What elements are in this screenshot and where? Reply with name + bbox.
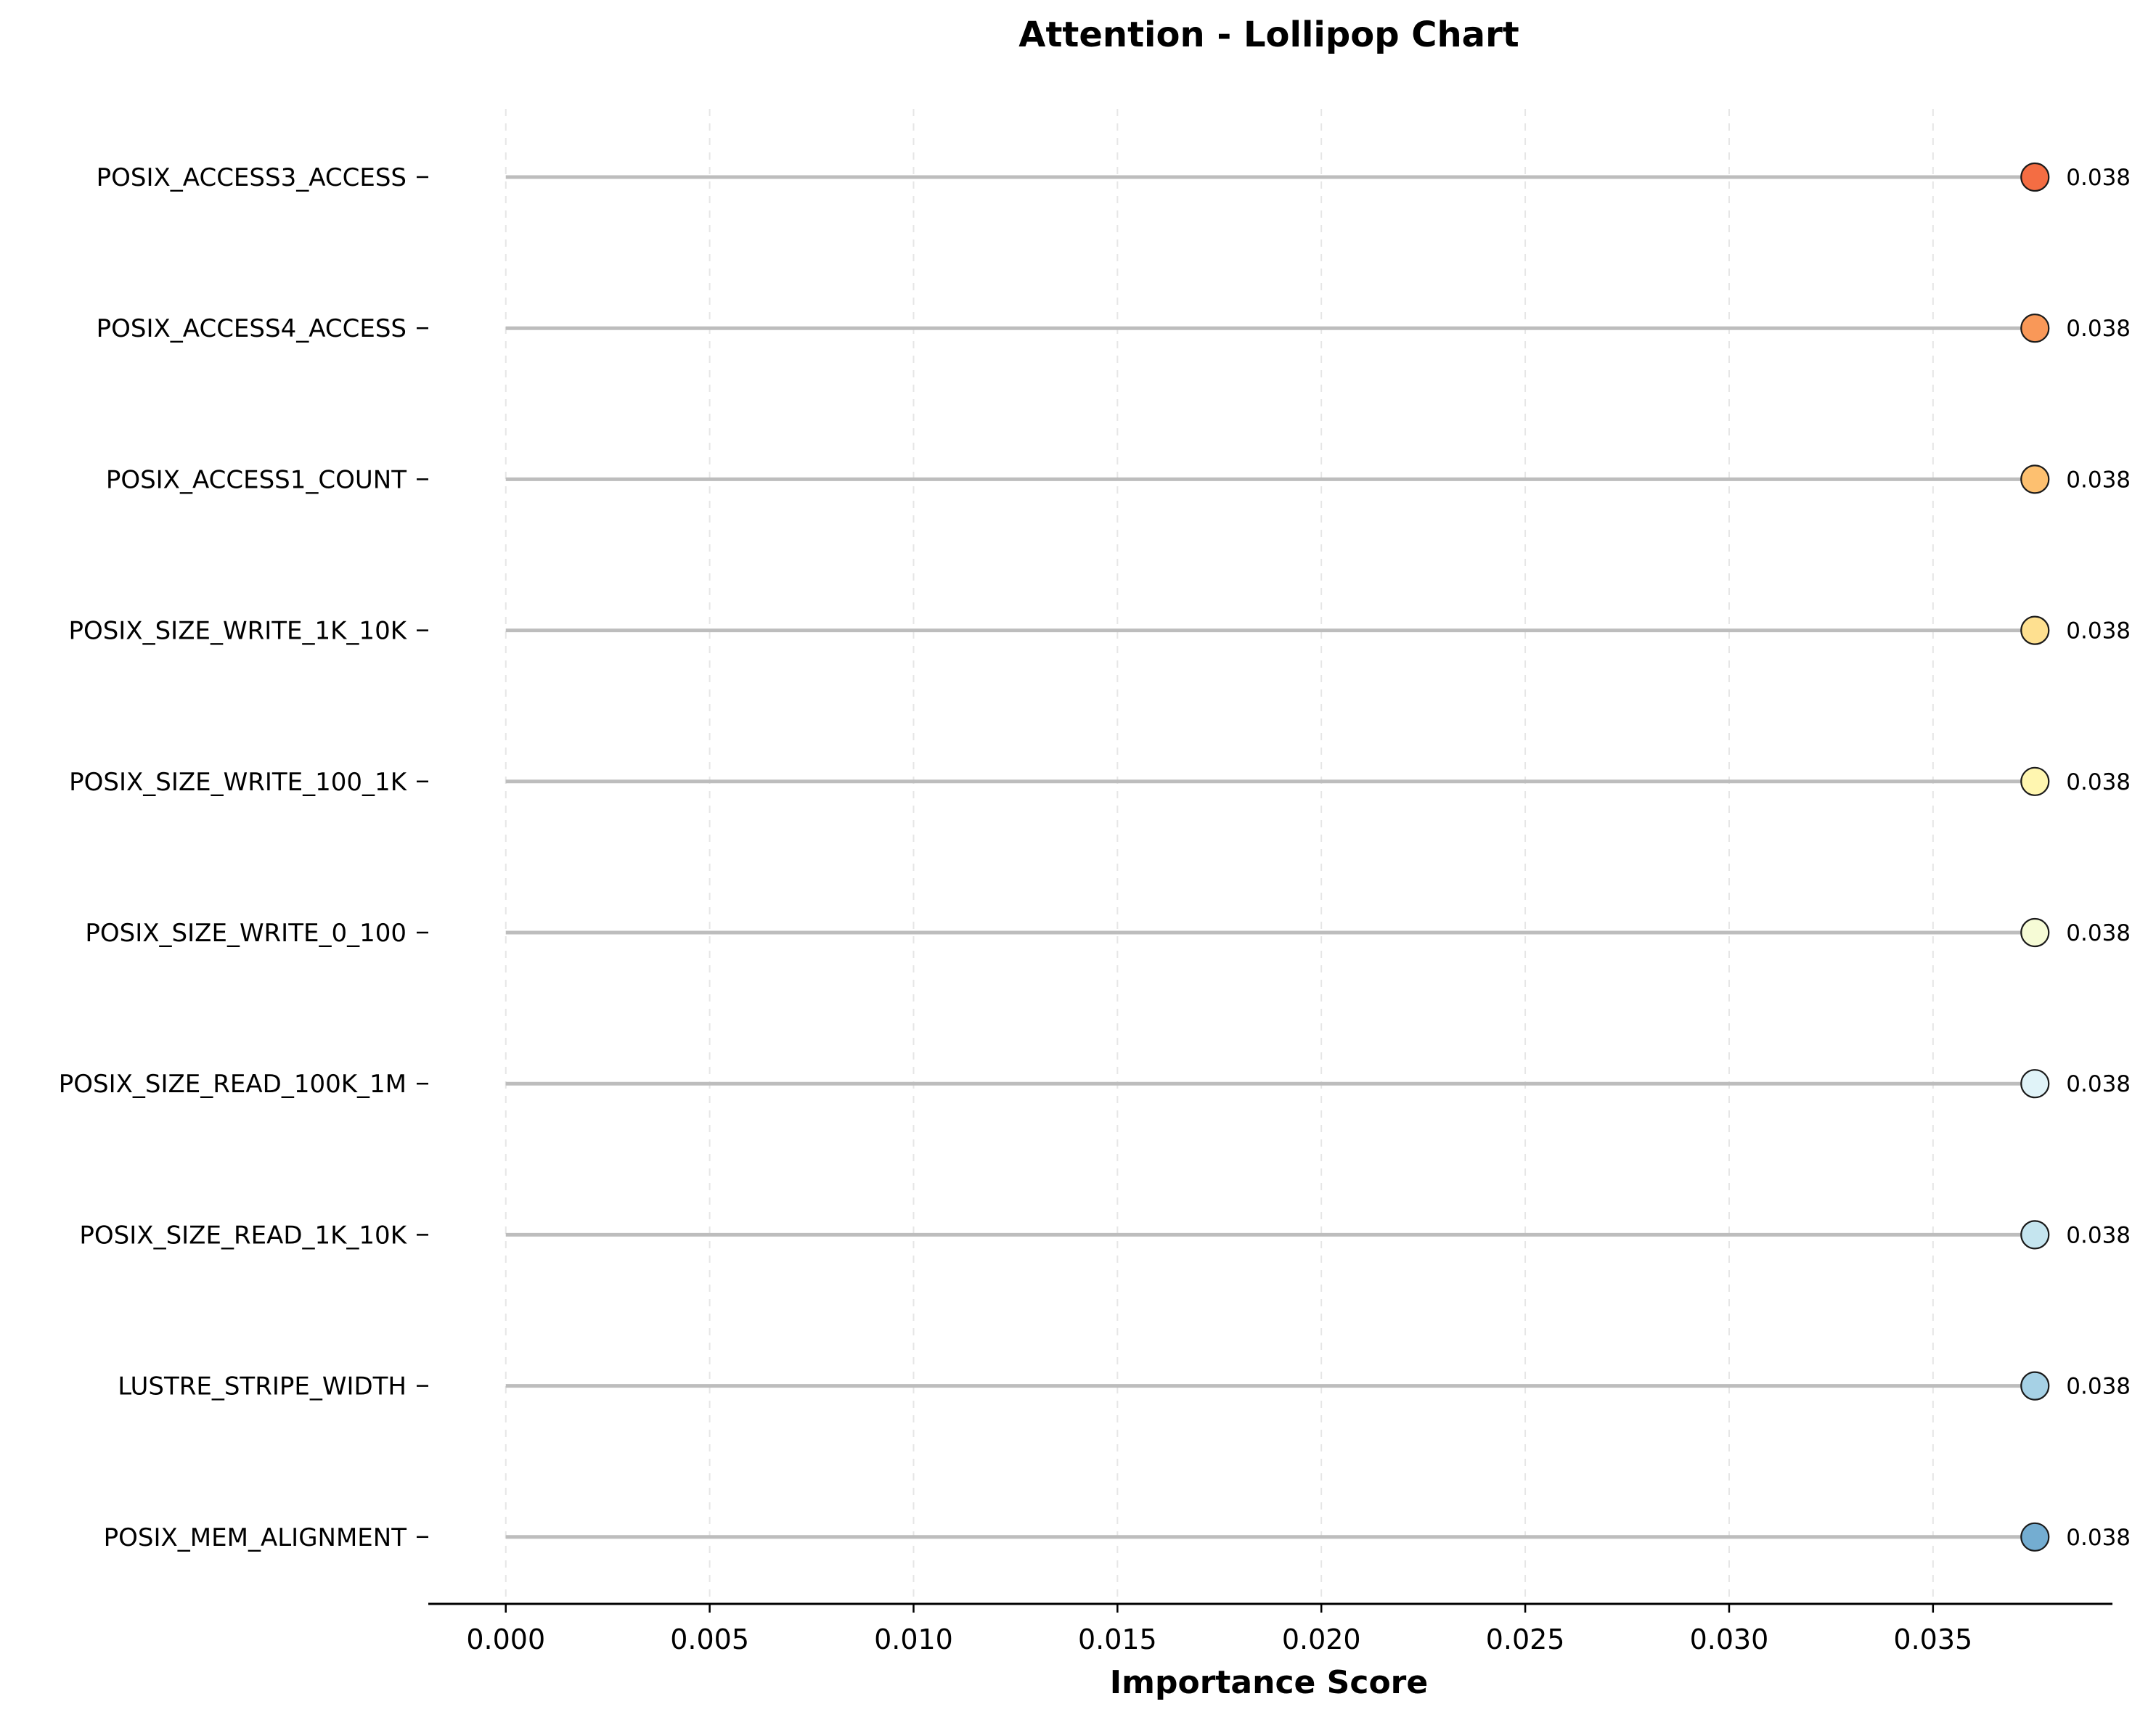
lollipop-dot	[2020, 1522, 2050, 1552]
x-tick-label: 0.010	[874, 1623, 953, 1655]
dot-layer	[2020, 162, 2050, 1552]
value-label: 0.038	[2066, 1374, 2131, 1400]
x-tick-label: 0.035	[1893, 1623, 1972, 1655]
value-label: 0.038	[2066, 165, 2131, 191]
y-tick-label: POSIX_MEM_ALIGNMENT	[104, 1523, 407, 1552]
x-tick-label: 0.000	[466, 1623, 545, 1655]
lollipop-dot	[2020, 1069, 2050, 1099]
value-label: 0.038	[2066, 1525, 2131, 1551]
y-tick-label: POSIX_SIZE_WRITE_0_100	[85, 919, 407, 948]
lollipop-dot	[2020, 314, 2050, 343]
y-tick-label: LUSTRE_STRIPE_WIDTH	[118, 1372, 407, 1401]
x-tick-label: 0.030	[1690, 1623, 1769, 1655]
x-axis-label: Importance Score	[1110, 1664, 1428, 1701]
x-tick-label: 0.025	[1486, 1623, 1565, 1655]
y-tick-label: POSIX_ACCESS4_ACCESS	[97, 314, 407, 343]
value-labels: 0.038 0.038 0.038 0.038 0.038 0.038 0.038 0.038…	[2066, 165, 2131, 1551]
value-label: 0.038	[2066, 1222, 2131, 1248]
lollipop-dot	[2020, 917, 2050, 948]
lollipop-dot	[2020, 1371, 2050, 1401]
y-tick-label: POSIX_SIZE_WRITE_1K_10K	[68, 617, 407, 646]
x-tick-label: 0.015	[1078, 1623, 1157, 1655]
x-tick-label: 0.020	[1282, 1623, 1361, 1655]
y-tick-label: POSIX_SIZE_WRITE_100_1K	[69, 768, 408, 797]
lollipop-dot	[2020, 162, 2050, 192]
y-axis-ticks: POSIX_ACCESS3_ACCESS POSIX_ACCESS4_ACCESS…	[59, 163, 428, 1552]
y-tick-label: POSIX_ACCESS1_COUNT	[106, 465, 407, 494]
lollipop-dot	[2020, 1220, 2050, 1250]
y-tick-label: POSIX_SIZE_READ_1K_10K	[79, 1221, 407, 1250]
value-label: 0.038	[2066, 920, 2131, 946]
value-label: 0.038	[2066, 467, 2131, 493]
x-tick-label: 0.005	[670, 1623, 749, 1655]
value-label: 0.038	[2066, 316, 2131, 342]
stem-layer	[505, 175, 2035, 1539]
value-label: 0.038	[2066, 769, 2131, 795]
y-tick-label: POSIX_SIZE_READ_100K_1M	[59, 1070, 407, 1099]
lollipop-dot	[2020, 615, 2050, 645]
y-tick-label: POSIX_ACCESS3_ACCESS	[97, 163, 407, 192]
lollipop-dot	[2020, 464, 2050, 494]
lollipop-dot	[2020, 766, 2050, 796]
x-axis-ticks: 0.000 0.005 0.010 0.015 0.020 0.025 0.030 0.035	[466, 1604, 1972, 1655]
value-label: 0.038	[2066, 618, 2131, 644]
grid-layer	[505, 109, 1934, 1604]
value-label: 0.038	[2066, 1071, 2131, 1097]
chart-title: Attention - Lollipop Chart	[1018, 15, 1519, 55]
